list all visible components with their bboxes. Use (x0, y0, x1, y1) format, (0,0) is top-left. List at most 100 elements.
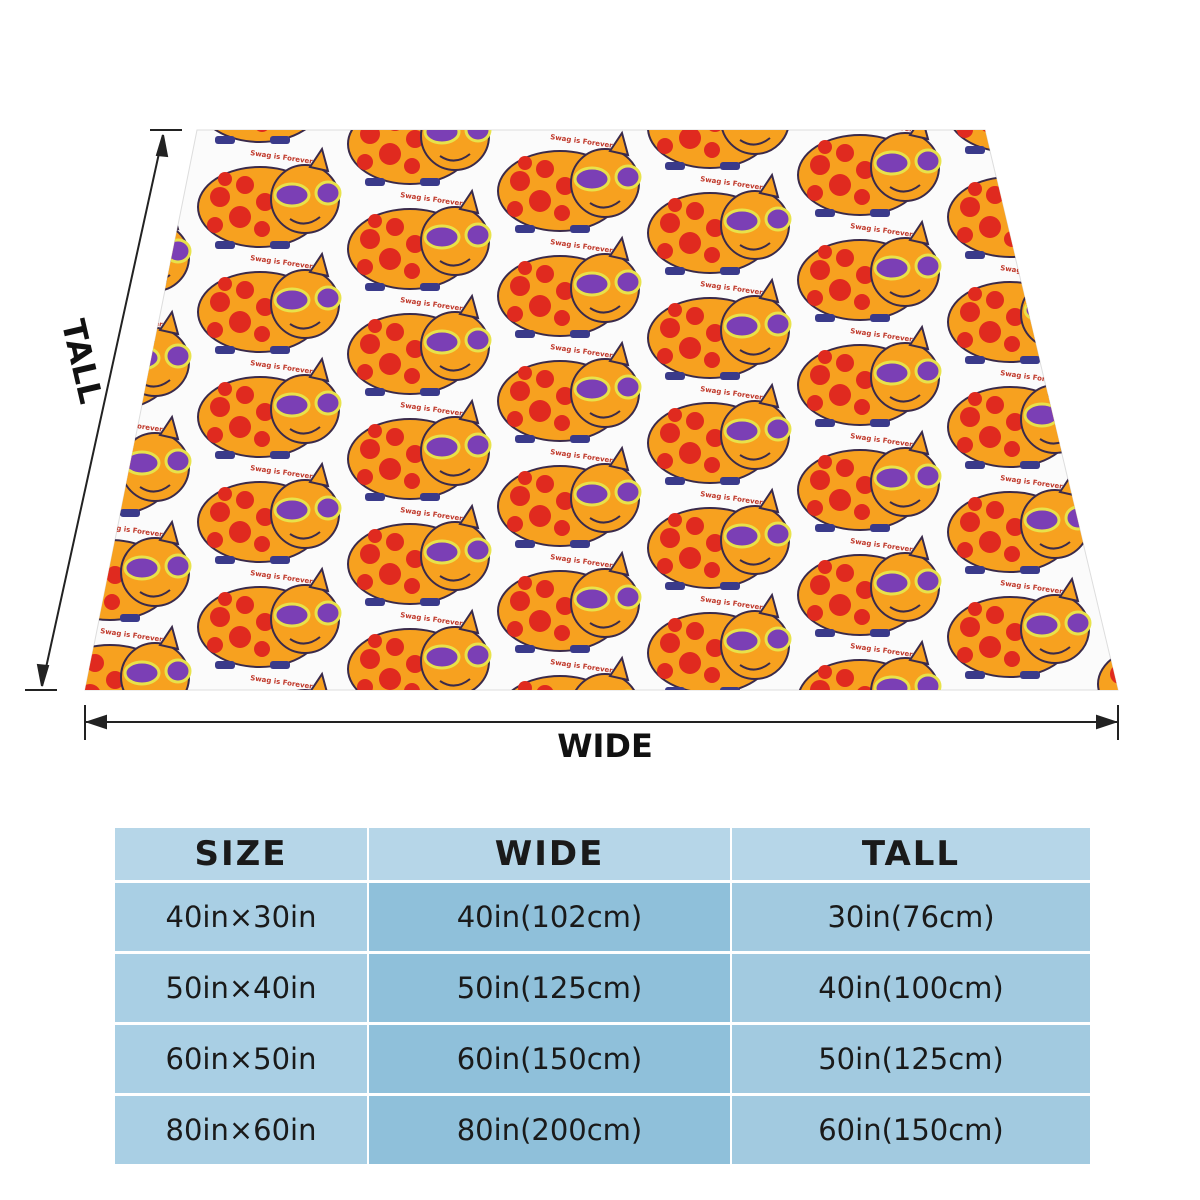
wide-label: WIDE (557, 727, 653, 765)
pig-smile (139, 484, 171, 493)
glasses (314, 285, 342, 311)
glasses (766, 0, 790, 20)
pig-head (421, 0, 489, 65)
pig-foot (965, 356, 985, 364)
pig-smile (439, 678, 471, 687)
glasses (723, 313, 761, 339)
pig: Swag is Forever (197, 461, 342, 564)
pig-spot (686, 412, 704, 430)
pig-head (1171, 537, 1200, 605)
pig-spot (207, 427, 223, 443)
glasses (123, 660, 161, 686)
pig-spot (1110, 559, 1118, 579)
pig-spot (357, 679, 373, 690)
glasses (1064, 190, 1092, 216)
pig-smile (1190, 169, 1200, 176)
pig-spot (986, 501, 1004, 519)
glasses (275, 709, 309, 731)
pig-spot (706, 9, 724, 27)
pig-spot (529, 715, 551, 737)
pig-spot (686, 307, 704, 325)
header-cell: WIDE (369, 828, 732, 880)
pig-spot (679, 130, 701, 149)
glasses (1175, 136, 1200, 158)
pig-head (1020, 279, 1090, 349)
pig-spot (686, 517, 704, 535)
pig-spot (1136, 23, 1154, 41)
pig-spot (968, 392, 982, 406)
pig-spot (536, 685, 554, 690)
pig-spot (704, 352, 720, 368)
pig-foot (515, 750, 535, 758)
pig-spot (818, 560, 832, 574)
pig-head (570, 673, 640, 690)
glasses (764, 416, 792, 442)
pig-spot (104, 174, 120, 190)
pig-spot (836, 459, 854, 477)
pig-spot (256, 718, 274, 736)
pig-spot (406, 550, 424, 568)
pig-foot (270, 556, 290, 564)
pig-foot (815, 524, 835, 532)
pig-smile (0, 548, 20, 555)
pig: Swag is Forever (0, 480, 40, 580)
pig-spot (360, 334, 380, 354)
pig-smile (139, 589, 171, 598)
pig-smile (140, 65, 170, 72)
pig-spot (836, 669, 854, 687)
pig-spot (668, 93, 682, 107)
pig-spot (1129, 578, 1151, 600)
pig-spot (360, 130, 380, 144)
pig-spot (518, 156, 532, 170)
pig-spot (210, 607, 230, 627)
pig-spot (1156, 250, 1174, 268)
pig-spot (104, 279, 120, 295)
pig: Swag is Forever (0, 60, 40, 160)
pig-spot (1107, 694, 1123, 710)
pig-spot (960, 0, 980, 7)
pig-smile (0, 758, 20, 765)
pig-spot (536, 370, 554, 388)
glasses (164, 553, 192, 579)
pig-foot (965, 671, 985, 679)
pig-spot (236, 596, 254, 614)
pig-spot (404, 263, 420, 279)
pig-foot (365, 178, 385, 186)
pig-spot (529, 400, 551, 422)
pig-spot (1129, 158, 1151, 180)
pig-ear (908, 639, 930, 666)
pattern-text: Swag is Forever (1000, 54, 1064, 71)
pattern-text: Swag is Forever (0, 585, 14, 602)
pig-smile (889, 604, 921, 613)
pig-spot (60, 665, 80, 685)
pig-spot (979, 426, 1001, 448)
pig-spot (836, 354, 854, 372)
pig-spot (106, 566, 124, 584)
pattern-text: Swag is Forever (0, 480, 14, 497)
pig: Swag is Forever (797, 639, 942, 690)
glasses (123, 240, 161, 266)
pig: Swag is Forever (647, 592, 792, 690)
pig-body (1097, 433, 1118, 515)
pig-smile (1039, 226, 1071, 235)
pig-spot (556, 387, 574, 405)
pig-foot (720, 477, 740, 485)
pig-spot (207, 742, 223, 758)
pig-spot (1004, 546, 1020, 562)
pig-spot (507, 726, 523, 742)
glasses (1175, 661, 1200, 683)
pig-spot (836, 564, 854, 582)
glasses (614, 164, 642, 190)
pig: Swag is Forever (947, 471, 1092, 574)
pig-spot (210, 82, 230, 102)
glasses (873, 255, 911, 281)
pig-spot (207, 532, 223, 548)
pig-spot (85, 684, 101, 690)
pig-ear (158, 624, 180, 651)
pig-spot (518, 471, 532, 485)
pig-spot (1136, 443, 1154, 461)
pig-spot (1107, 379, 1118, 395)
pattern-text: Swag is Forever (0, 375, 14, 392)
pig-foot (570, 330, 590, 338)
pig-foot (65, 509, 85, 517)
